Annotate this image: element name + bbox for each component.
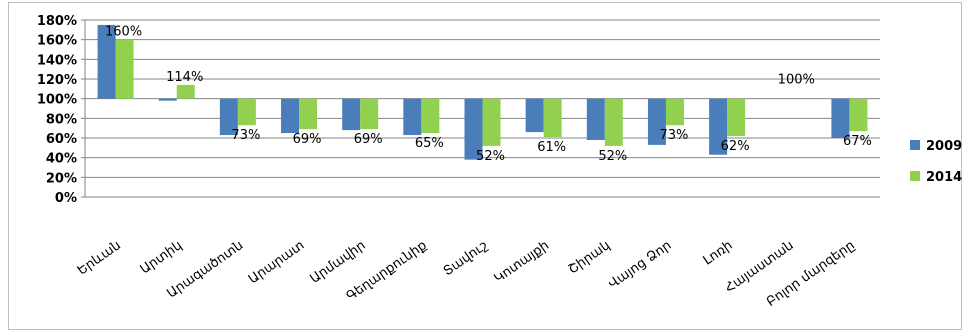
y-tick-label: 180% bbox=[37, 14, 77, 29]
category-label: Կոտայքի bbox=[492, 238, 552, 286]
bar-2014 bbox=[604, 98, 623, 146]
y-tick-label: 160% bbox=[37, 34, 77, 49]
data-label: 160% bbox=[105, 25, 142, 40]
category-label: Երևան bbox=[75, 238, 124, 279]
legend-label-2014: 2014 bbox=[926, 170, 962, 185]
y-tick-label: 140% bbox=[37, 53, 77, 68]
data-label: 61% bbox=[537, 140, 566, 155]
data-label: 114% bbox=[166, 70, 203, 85]
bar-2009 bbox=[342, 98, 361, 131]
data-label: 52% bbox=[476, 149, 505, 164]
category-label: Շիրակ bbox=[566, 238, 613, 277]
legend-swatch-2014 bbox=[910, 171, 920, 181]
data-label: 67% bbox=[843, 134, 872, 149]
legend-label-2009: 2009 bbox=[926, 139, 962, 154]
bar-2014 bbox=[237, 98, 256, 126]
bar-2014 bbox=[421, 98, 440, 134]
bar-2009 bbox=[586, 98, 605, 140]
bar-2009 bbox=[281, 98, 300, 134]
bar-2009 bbox=[97, 24, 116, 99]
bar-2014 bbox=[727, 98, 746, 137]
bar-2009 bbox=[647, 98, 666, 145]
category-label: Տավուշ bbox=[441, 238, 491, 279]
y-tick-label: 20% bbox=[46, 171, 77, 186]
category-label: Լոռի bbox=[701, 238, 736, 269]
bar-2009 bbox=[831, 98, 850, 138]
data-label: 100% bbox=[778, 73, 815, 88]
bar-2014 bbox=[482, 98, 501, 146]
bar-2009 bbox=[219, 98, 238, 136]
category-label: Արմավիր bbox=[308, 238, 369, 287]
data-label: 73% bbox=[231, 128, 260, 143]
y-tick-label: 60% bbox=[46, 132, 77, 147]
legend-swatch-2009 bbox=[910, 140, 920, 150]
bar-2014 bbox=[665, 98, 684, 126]
y-tick-label: 100% bbox=[37, 93, 77, 108]
data-label: 65% bbox=[415, 136, 444, 151]
y-tick-label: 0% bbox=[55, 191, 77, 206]
category-label: Վայոց Ձոր bbox=[606, 238, 674, 292]
data-label: 62% bbox=[721, 139, 750, 154]
bar-2014 bbox=[299, 98, 318, 130]
bar-2009 bbox=[525, 98, 544, 133]
data-label: 73% bbox=[660, 128, 689, 143]
bar-2009 bbox=[158, 98, 177, 101]
bar-2014 bbox=[176, 84, 195, 99]
bar-2014 bbox=[849, 98, 868, 132]
y-tick-label: 120% bbox=[37, 73, 77, 88]
bar-2009 bbox=[403, 98, 422, 136]
chart-frame bbox=[8, 2, 962, 330]
bar-2009 bbox=[709, 98, 728, 155]
category-label: Արտիկ bbox=[138, 238, 185, 277]
y-tick-label: 80% bbox=[46, 112, 77, 127]
bar-2014 bbox=[360, 98, 379, 130]
bar-2014 bbox=[115, 39, 134, 99]
y-tick-label: 40% bbox=[46, 152, 77, 167]
category-label: Արարատ bbox=[246, 238, 307, 287]
bar-2014 bbox=[543, 98, 562, 138]
bar-2009 bbox=[464, 98, 483, 160]
data-label: 69% bbox=[293, 132, 322, 147]
data-label: 69% bbox=[354, 132, 383, 147]
data-label: 52% bbox=[598, 149, 627, 164]
